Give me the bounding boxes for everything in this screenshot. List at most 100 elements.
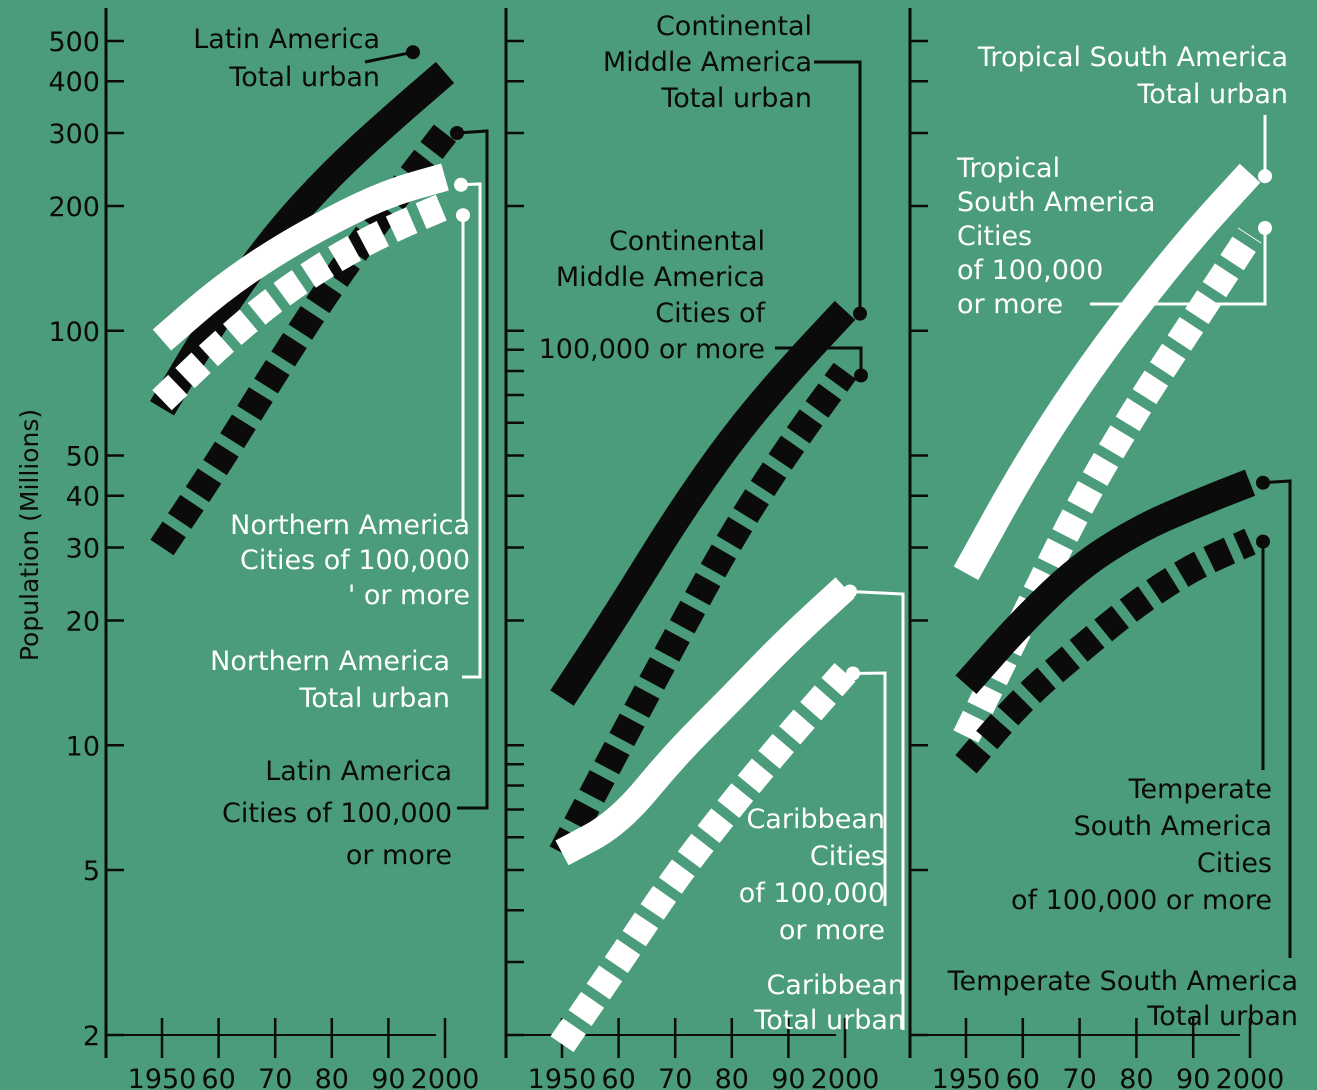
y-tick-label: 5 xyxy=(83,856,100,887)
y-tick-label: 40 xyxy=(66,482,100,513)
x-tick-label: 70 xyxy=(1062,1064,1096,1090)
y-tick-label: 20 xyxy=(66,607,100,638)
series-label: Continental Middle America Total urban xyxy=(603,11,812,114)
series-end-dot xyxy=(853,306,867,321)
series-label-line: Cities of xyxy=(655,298,766,329)
x-tick-label: 90 xyxy=(371,1064,405,1090)
series-label-line: Total urban xyxy=(228,62,380,93)
series-line xyxy=(555,577,855,866)
series-label-line: South America xyxy=(1074,811,1272,842)
leader-line xyxy=(814,60,862,314)
series-label-line: Continental xyxy=(656,11,812,42)
series-label-line: Temperate South America xyxy=(947,966,1298,997)
series-label-line: Continental xyxy=(609,226,765,257)
y-tick-label: 300 xyxy=(48,119,100,150)
series-label-line: Total urban xyxy=(1146,1001,1298,1032)
series-line xyxy=(550,663,856,1053)
series-label-line: Latin America xyxy=(193,24,380,55)
series-label: Tropical South America Cities of 100,000 or … xyxy=(956,153,1155,320)
series-label-line: Middle America xyxy=(556,262,765,293)
y-tick-label: 400 xyxy=(48,67,100,98)
series-label-line: ' or more xyxy=(348,580,470,611)
series-label-line: of 100,000 or more xyxy=(1011,885,1272,916)
x-tick-label: 2000 xyxy=(1216,1064,1285,1090)
series-label-line: Total urban xyxy=(1136,79,1288,110)
series-label-line: South America xyxy=(957,187,1155,218)
leader-layer xyxy=(364,45,1292,1030)
leader-line xyxy=(849,589,905,1030)
x-tick-label: 70 xyxy=(658,1064,692,1090)
series-label-line: Temperate xyxy=(1128,774,1272,805)
series-label-line: Total urban xyxy=(753,1005,905,1036)
series-label-line: Middle America xyxy=(603,47,812,78)
series-label-line: Northern America xyxy=(210,646,450,677)
x-tick-label: 90 xyxy=(771,1064,805,1090)
x-tick-label: 2000 xyxy=(811,1064,880,1090)
series-label: Continental Middle America Cities of 100,00… xyxy=(539,226,767,365)
y-tick-label: 30 xyxy=(66,534,100,565)
series-end-dot xyxy=(456,208,470,223)
series-label-line: Tropical South America xyxy=(977,42,1288,73)
leader-line xyxy=(1090,227,1267,306)
series-label: Caribbean Cities of 100,000 or more xyxy=(739,804,885,946)
series-label-line: of 100,000 xyxy=(739,878,885,909)
series-label-line: Cities of 100,000 xyxy=(222,798,452,829)
x-tick-label: 70 xyxy=(258,1064,292,1090)
series-label-line: Tropical xyxy=(956,153,1060,184)
leader-line xyxy=(456,129,489,810)
series-line xyxy=(549,362,857,860)
series-label: Latin America Cities of 100,000 or more xyxy=(222,756,452,871)
series-label-line: Cities xyxy=(810,841,885,872)
series-end-dot xyxy=(854,368,868,383)
x-tick-label: 1950 xyxy=(528,1064,597,1090)
label-layer: Latin America Total urban Northern America… xyxy=(193,11,1298,1036)
x-tick-label: 80 xyxy=(715,1064,749,1090)
x-tick-label: 1950 xyxy=(128,1064,197,1090)
series-label-line: Northern America xyxy=(230,510,470,541)
series-end-dot xyxy=(406,45,420,60)
series-label-line: Latin America xyxy=(265,756,452,787)
series-end-dot xyxy=(454,177,468,192)
series-end-dot xyxy=(450,126,464,141)
series-layer xyxy=(149,61,1262,1053)
y-tick-label: 50 xyxy=(66,442,100,473)
series-line xyxy=(953,227,1262,743)
series-label-line: or more xyxy=(779,915,885,946)
series-label-line: or more xyxy=(346,840,452,871)
series-line xyxy=(953,163,1261,581)
leader-line xyxy=(852,671,887,906)
leader-line xyxy=(460,182,482,679)
y-tick-label: 200 xyxy=(48,192,100,223)
x-tick-label: 90 xyxy=(1176,1064,1210,1090)
x-tick-label: 60 xyxy=(601,1064,635,1090)
series-label: Latin America Total urban xyxy=(193,24,380,93)
series-label: Temperate South America Total urban xyxy=(947,966,1298,1032)
series-end-dot xyxy=(843,584,857,599)
series-label-line: Cities xyxy=(957,221,1032,252)
series-label: Tropical South America Total urban xyxy=(977,42,1288,110)
series-end-dot xyxy=(1256,475,1270,490)
x-tick-label: 1950 xyxy=(932,1064,1001,1090)
series-end-dot xyxy=(1258,220,1272,235)
series-end-dot xyxy=(1256,534,1270,549)
x-tick-label: 80 xyxy=(315,1064,349,1090)
leader-line xyxy=(775,346,863,376)
x-tick-label: 2000 xyxy=(411,1064,480,1090)
y-tick-label: 2 xyxy=(83,1021,100,1052)
series-label-line: Cities of 100,000 xyxy=(240,545,470,576)
series-label: Northern America Cities of 100,000 ' or mo… xyxy=(230,510,470,611)
series-label-line: Cities xyxy=(1197,848,1272,879)
series-end-dot xyxy=(846,666,860,681)
series-label: Caribbean Total urban xyxy=(753,970,905,1036)
series-label-line: Caribbean xyxy=(766,970,905,1001)
y-tick-label: 100 xyxy=(48,317,100,348)
x-tick-label: 80 xyxy=(1119,1064,1153,1090)
series-line xyxy=(152,163,449,351)
y-tick-label: 10 xyxy=(66,731,100,762)
series-label-line: of 100,000 xyxy=(957,255,1103,286)
series-line xyxy=(550,300,856,706)
series-label-line: Total urban xyxy=(660,83,812,114)
series-label-line: Total urban xyxy=(298,683,450,714)
